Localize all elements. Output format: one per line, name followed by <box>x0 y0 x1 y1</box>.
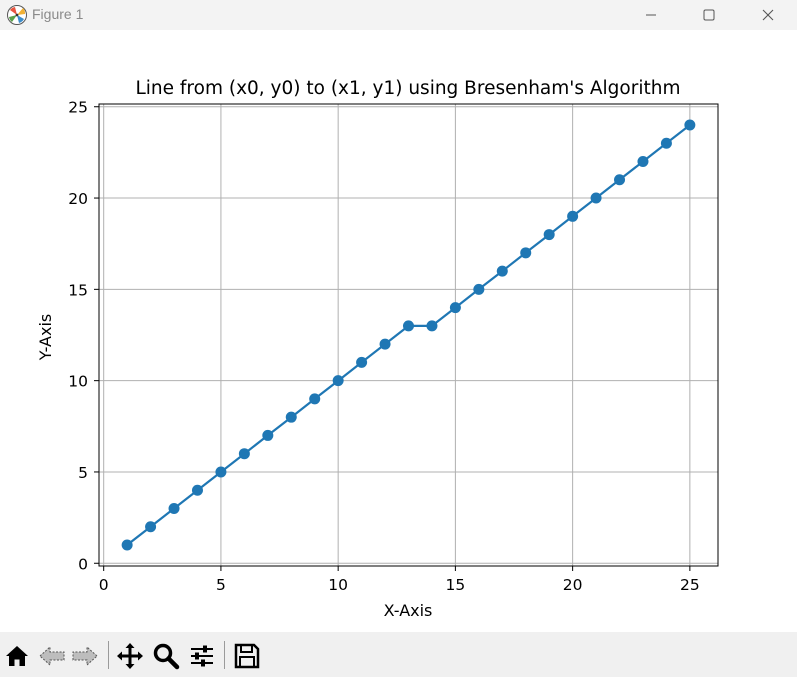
pan-icon <box>117 643 143 669</box>
close-button[interactable] <box>739 0 797 30</box>
minimize-icon <box>646 14 656 16</box>
figure-canvas[interactable]: 0 5 10 15 20 25 0 5 10 15 20 25 Line from (x0, y0) … <box>0 30 797 632</box>
data-points <box>121 119 696 551</box>
navigation-toolbar <box>0 632 797 677</box>
close-icon <box>762 9 774 21</box>
data-point <box>356 356 368 368</box>
data-point <box>590 192 602 204</box>
back-icon <box>39 645 65 667</box>
data-point <box>238 448 250 460</box>
data-point <box>215 466 227 478</box>
data-point <box>637 156 649 168</box>
y-tick-label: 20 <box>68 190 88 208</box>
zoom-button[interactable] <box>152 642 180 670</box>
data-point <box>567 210 579 222</box>
series-polyline <box>126 124 691 546</box>
y-tick-label: 5 <box>78 464 88 482</box>
x-tick-label: 5 <box>216 576 226 594</box>
home-icon <box>6 646 28 666</box>
data-point <box>496 265 508 277</box>
data-point <box>684 119 696 131</box>
x-axis-label: X-Axis <box>384 601 433 620</box>
data-point <box>614 174 626 186</box>
axis-ticks: 0 5 10 15 20 25 0 5 10 15 20 25 <box>68 99 699 594</box>
matplotlib-logo-icon <box>7 5 27 25</box>
data-point <box>543 229 555 241</box>
x-tick-label: 0 <box>99 576 109 594</box>
data-point <box>262 429 274 441</box>
data-point <box>660 137 672 149</box>
save-button[interactable] <box>233 642 261 670</box>
x-tick-label: 20 <box>563 576 583 594</box>
window-titlebar: Figure 1 <box>0 0 797 30</box>
data-point <box>403 320 414 332</box>
y-tick-label: 0 <box>78 555 88 573</box>
grid-lines <box>99 104 718 566</box>
maximize-button[interactable] <box>680 0 738 30</box>
save-icon <box>234 643 260 669</box>
line-chart: 0 5 10 15 20 25 0 5 10 15 20 25 Line from (x0, y0) … <box>36 78 719 620</box>
toolbar-separator <box>224 641 225 669</box>
forward-button[interactable] <box>71 642 99 670</box>
pan-button[interactable] <box>116 642 144 670</box>
y-tick-label: 10 <box>68 373 88 391</box>
data-point <box>473 283 485 295</box>
x-tick-label: 25 <box>680 576 700 594</box>
axes-frame <box>98 103 719 567</box>
home-button[interactable] <box>3 642 31 670</box>
data-point <box>285 411 297 423</box>
y-tick-label: 25 <box>68 99 88 117</box>
configure-subplots-icon <box>191 645 213 667</box>
x-tick-label: 15 <box>446 576 466 594</box>
y-axis-label: Y-Axis <box>36 314 55 362</box>
minimize-button[interactable] <box>622 0 680 30</box>
toolbar-separator <box>108 641 109 669</box>
x-tick-label: 10 <box>328 576 348 594</box>
y-tick-label: 15 <box>68 281 88 299</box>
data-point <box>309 393 321 405</box>
data-point <box>426 320 438 332</box>
chart-title: Line from (x0, y0) to (x1, y1) using Bre… <box>135 78 680 99</box>
data-point <box>168 502 180 514</box>
data-point <box>145 521 157 533</box>
back-button[interactable] <box>38 642 66 670</box>
data-point <box>520 247 532 259</box>
series-line <box>126 124 691 546</box>
configure-subplots-button[interactable] <box>188 642 216 670</box>
data-point <box>191 484 203 496</box>
data-point <box>379 338 391 350</box>
data-point <box>121 539 133 551</box>
maximize-icon <box>703 9 715 21</box>
data-point <box>332 375 344 387</box>
zoom-icon <box>153 643 180 670</box>
data-point <box>449 302 461 314</box>
forward-icon <box>72 645 98 667</box>
window-title: Figure 1 <box>32 6 84 22</box>
